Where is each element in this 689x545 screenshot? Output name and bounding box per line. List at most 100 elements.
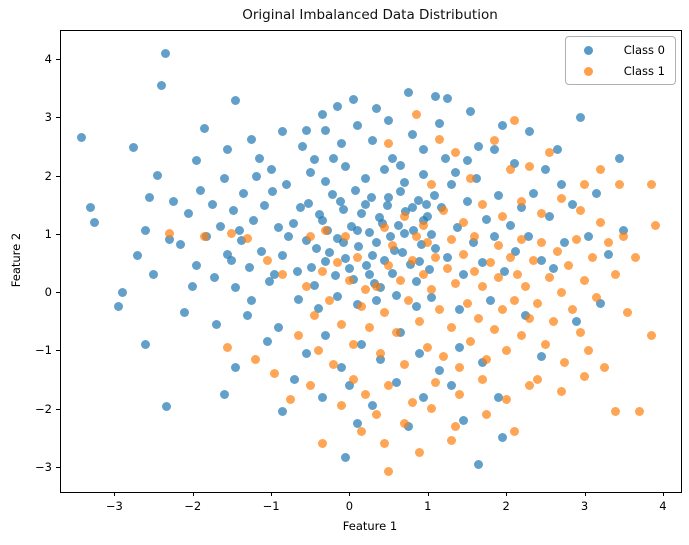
- scatter-point-class-0: [199, 124, 209, 134]
- scatter-point-class-1: [411, 109, 421, 119]
- scatter-point-class-1: [341, 232, 351, 242]
- scatter-point-class-0: [244, 263, 254, 273]
- scatter-point-class-0: [429, 191, 439, 201]
- scatter-point-class-0: [219, 173, 229, 183]
- scatter-point-class-1: [446, 436, 456, 446]
- scatter-point-class-0: [315, 210, 325, 220]
- scatter-point-class-0: [346, 222, 356, 232]
- scatter-point-class-1: [544, 147, 554, 157]
- scatter-point-class-0: [113, 302, 123, 312]
- scatter-point-class-1: [587, 252, 597, 262]
- scatter-point-class-1: [439, 351, 448, 361]
- y-tick-mark: [56, 408, 60, 410]
- scatter-point-class-1: [564, 261, 574, 271]
- scatter-point-class-0: [337, 138, 347, 148]
- scatter-point-class-0: [536, 255, 546, 265]
- x-tick-label: 0: [345, 499, 354, 513]
- scatter-point-class-0: [270, 270, 280, 280]
- scatter-point-class-0: [399, 178, 409, 188]
- scatter-point-class-1: [309, 310, 319, 320]
- scatter-point-class-0: [351, 185, 361, 195]
- scatter-point-class-0: [293, 267, 303, 277]
- scatter-point-class-1: [497, 211, 507, 221]
- scatter-point-class-1: [454, 363, 464, 373]
- scatter-point-class-1: [517, 331, 527, 341]
- scatter-point-class-0: [249, 216, 259, 226]
- scatter-point-class-0: [236, 236, 246, 246]
- scatter-point-class-1: [529, 255, 539, 265]
- scatter-point-class-1: [384, 467, 394, 477]
- scatter-point-class-0: [360, 200, 370, 210]
- scatter-point-class-0: [141, 340, 151, 350]
- scatter-point-class-0: [321, 125, 331, 135]
- scatter-point-class-0: [517, 203, 527, 213]
- scatter-point-class-0: [511, 246, 521, 256]
- scatter-point-class-0: [145, 193, 155, 203]
- scatter-point-class-0: [540, 165, 550, 175]
- scatter-point-class-1: [301, 281, 311, 291]
- scatter-point-class-0: [129, 143, 139, 153]
- scatter-point-class-1: [599, 363, 609, 373]
- scatter-point-class-0: [252, 172, 262, 182]
- plot-area: Class 0 Class 1 −3 −2 −1 0 1 2 3 4 −3 −2 −1 0 1 2 3 4: [35, 30, 682, 513]
- scatter-point-class-1: [427, 284, 437, 294]
- scatter-point-class-0: [231, 282, 241, 292]
- x-tick-mark: [192, 492, 194, 496]
- scatter-point-class-0: [282, 179, 292, 189]
- scatter-point-class-1: [293, 331, 303, 341]
- scatter-point-class-0: [337, 363, 347, 373]
- scatter-point-class-1: [344, 275, 354, 285]
- scatter-point-class-0: [188, 281, 198, 291]
- scatter-point-class-1: [536, 238, 546, 248]
- scatter-point-class-0: [548, 264, 558, 274]
- x-tick-mark: [506, 492, 508, 496]
- scatter-point-class-1: [454, 389, 464, 399]
- scatter-point-class-1: [646, 179, 656, 189]
- scatter-point-class-0: [223, 249, 233, 259]
- scatter-point-class-0: [584, 232, 593, 242]
- scatter-point-class-1: [431, 377, 441, 387]
- scatter-point-class-1: [489, 325, 499, 335]
- y-tick-mark: [56, 466, 60, 468]
- scatter-point-class-1: [270, 369, 280, 379]
- scatter-point-class-0: [435, 366, 445, 376]
- scatter-point-class-0: [156, 80, 166, 90]
- scatter-point-class-1: [521, 281, 531, 291]
- scatter-point-class-1: [360, 284, 370, 294]
- x-tick-label: 4: [659, 499, 667, 513]
- scatter-point-class-1: [250, 354, 260, 364]
- scatter-point-class-1: [623, 307, 633, 317]
- scatter-point-class-0: [442, 93, 452, 103]
- scatter-point-class-0: [309, 154, 319, 164]
- scatter-point-class-1: [544, 273, 554, 283]
- scatter-point-class-0: [290, 375, 300, 385]
- scatter-point-class-0: [304, 199, 314, 208]
- scatter-point-class-0: [341, 452, 351, 462]
- scatter-point-class-1: [356, 427, 366, 437]
- scatter-point-class-0: [403, 421, 413, 431]
- scatter-point-class-1: [646, 331, 656, 341]
- scatter-point-class-1: [431, 252, 441, 262]
- scatter-point-class-0: [419, 392, 429, 402]
- scatter-point-class-0: [254, 153, 264, 163]
- scatter-point-class-0: [424, 265, 434, 275]
- scatter-point-class-1: [446, 322, 456, 332]
- scatter-point-class-0: [466, 106, 476, 116]
- scatter-point-class-1: [576, 328, 586, 338]
- scatter-point-class-1: [278, 270, 288, 280]
- scatter-point-class-1: [380, 439, 390, 449]
- scatter-point-class-1: [391, 328, 401, 338]
- y-tick-mark: [56, 350, 60, 352]
- scatter-point-class-0: [297, 141, 307, 151]
- scatter-point-class-0: [313, 303, 323, 313]
- scatter-point-class-0: [366, 193, 376, 203]
- scatter-point-class-1: [525, 162, 535, 172]
- scatter-point-class-0: [243, 310, 253, 320]
- scatter-point-class-0: [356, 208, 366, 218]
- scatter-point-class-1: [580, 179, 590, 189]
- scatter-point-class-1: [615, 179, 625, 189]
- scatter-point-class-0: [500, 267, 510, 277]
- scatter-point-class-0: [333, 102, 343, 112]
- y-tick-label: −2: [35, 401, 52, 416]
- scatter-point-class-0: [325, 247, 335, 257]
